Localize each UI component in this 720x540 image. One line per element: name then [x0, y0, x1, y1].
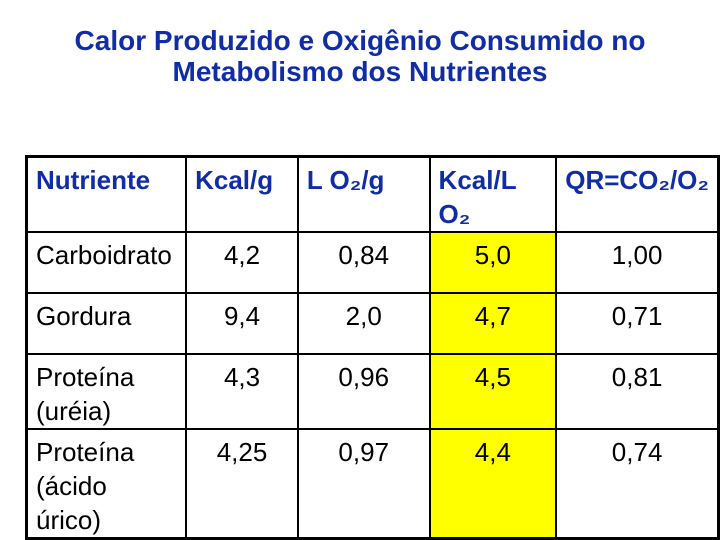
col-header-kcal-per-l-o2: Kcal/L O₂ — [428, 155, 558, 233]
qr-co2-o2-cell: 0,74 — [555, 428, 720, 540]
nutrient-name: Proteína — [36, 362, 135, 392]
nutrient-note: (ácido úrico) — [36, 471, 107, 535]
table-header-row: Nutriente Kcal/g L O₂/g Kcal/L O₂ QR=CO₂… — [25, 155, 720, 233]
slide-title-line-2: Metabolismo dos Nutrientes — [172, 56, 548, 87]
kcal-per-l-o2-cell-highlighted: 5,0 — [428, 231, 558, 294]
kcal-per-g-cell: 4,2 — [185, 231, 299, 294]
col-header-qr-co2-o2: QR=CO₂/O₂ — [555, 155, 720, 233]
table-row: Proteína (ácido úrico) 4,25 0,97 4,4 0,7… — [25, 428, 720, 540]
slide-title-line-1: Calor Produzido e Oxigênio Consumido no — [74, 25, 646, 56]
nutrient-name: Carboidrato — [36, 240, 172, 270]
nutrient-name-cell: Proteína (ácido úrico) — [25, 428, 188, 540]
table-row: Gordura 9,4 2,0 4,7 0,71 — [25, 292, 720, 355]
nutrients-table: Nutriente Kcal/g L O₂/g Kcal/L O₂ QR=CO₂… — [25, 155, 720, 540]
qr-co2-o2-cell: 1,00 — [555, 231, 720, 294]
kcal-per-g-cell: 4,3 — [185, 353, 299, 430]
nutrient-name: Proteína — [36, 437, 135, 467]
kcal-per-l-o2-cell-highlighted: 4,5 — [428, 353, 558, 430]
kcal-per-g-cell: 4,25 — [185, 428, 299, 540]
nutrient-name-cell: Gordura — [25, 292, 188, 355]
col-header-kcal-per-g: Kcal/g — [185, 155, 299, 233]
table-row: Proteína (uréia) 4,3 0,96 4,5 0,81 — [25, 353, 720, 430]
l-o2-per-g-cell: 0,84 — [296, 231, 431, 294]
nutrient-note: (uréia) — [36, 396, 112, 426]
l-o2-per-g-cell: 0,96 — [296, 353, 431, 430]
table-row: Carboidrato 4,2 0,84 5,0 1,00 — [25, 231, 720, 294]
nutrient-name: Gordura — [36, 301, 132, 331]
qr-co2-o2-cell: 0,81 — [555, 353, 720, 430]
l-o2-per-g-cell: 2,0 — [296, 292, 431, 355]
col-header-nutriente: Nutriente — [25, 155, 188, 233]
col-header-l-o2-per-g: L O₂/g — [296, 155, 431, 233]
kcal-per-l-o2-cell-highlighted: 4,4 — [428, 428, 558, 540]
kcal-per-g-cell: 9,4 — [185, 292, 299, 355]
slide-title: Calor Produzido e Oxigênio Consumido no … — [0, 25, 720, 87]
kcal-per-l-o2-cell-highlighted: 4,7 — [428, 292, 558, 355]
l-o2-per-g-cell: 0,97 — [296, 428, 431, 540]
nutrient-name-cell: Proteína (uréia) — [25, 353, 188, 430]
nutrient-name-cell: Carboidrato — [25, 231, 188, 294]
qr-co2-o2-cell: 0,71 — [555, 292, 720, 355]
